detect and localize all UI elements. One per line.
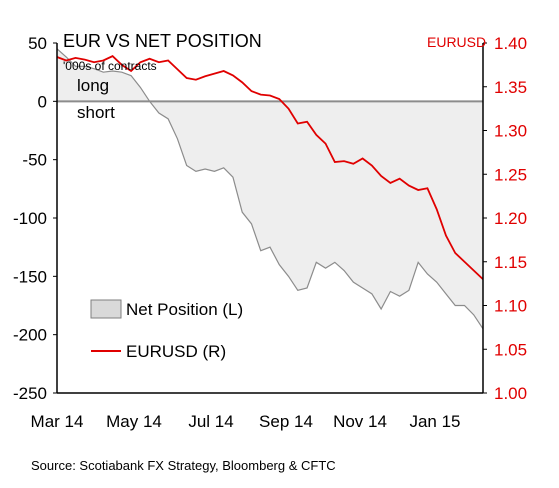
right-tick-label: 1.00: [494, 384, 527, 403]
legend-swatch-net-position: [90, 299, 122, 319]
plot-area: [56, 48, 484, 330]
annotation-long: long: [77, 76, 109, 95]
right-tick-label: 1.30: [494, 122, 527, 141]
net-position-area: [57, 48, 483, 329]
legend: Net Position (L) EURUSD (R): [90, 299, 243, 361]
left-tick-label: -150: [13, 267, 47, 286]
right-axis-label: EURUSD: [427, 34, 486, 50]
eurusd-line: [56, 55, 484, 280]
right-tick-label: 1.35: [494, 78, 527, 97]
legend-label-net-position: Net Position (L): [126, 300, 243, 319]
x-tick-label: Sep 14: [259, 412, 313, 431]
chart-subtitle: '000s of contracts: [63, 59, 157, 73]
left-tick-label: 50: [28, 34, 47, 53]
left-tick-label: -250: [13, 384, 47, 403]
chart-title: EUR VS NET POSITION: [63, 31, 262, 51]
right-tick-label: 1.25: [494, 165, 527, 184]
legend-label-eurusd: EURUSD (R): [126, 342, 226, 361]
left-tick-label: -50: [22, 151, 47, 170]
right-tick-label: 1.20: [494, 209, 527, 228]
left-tick-label: -100: [13, 209, 47, 228]
x-tick-label: May 14: [106, 412, 162, 431]
x-tick-label: Nov 14: [333, 412, 387, 431]
annotation-short: short: [77, 103, 115, 122]
net-position-outline: [56, 48, 484, 330]
source-note: Source: Scotiabank FX Strategy, Bloomber…: [31, 458, 336, 473]
left-tick-label: 0: [38, 92, 47, 111]
x-tick-label: Jan 15: [409, 412, 460, 431]
right-tick-label: 1.15: [494, 253, 527, 272]
x-tick-label: Mar 14: [31, 412, 84, 431]
right-tick-label: 1.40: [494, 34, 527, 53]
right-tick-label: 1.05: [494, 340, 527, 359]
left-tick-label: -200: [13, 326, 47, 345]
tick-labels: 50 0 -50 -100 -150 -200 -250 1.40 1.35 1.30 1.25 1.…: [13, 34, 527, 431]
x-tick-label: Jul 14: [188, 412, 233, 431]
right-tick-label: 1.10: [494, 297, 527, 316]
axes: [53, 42, 487, 394]
